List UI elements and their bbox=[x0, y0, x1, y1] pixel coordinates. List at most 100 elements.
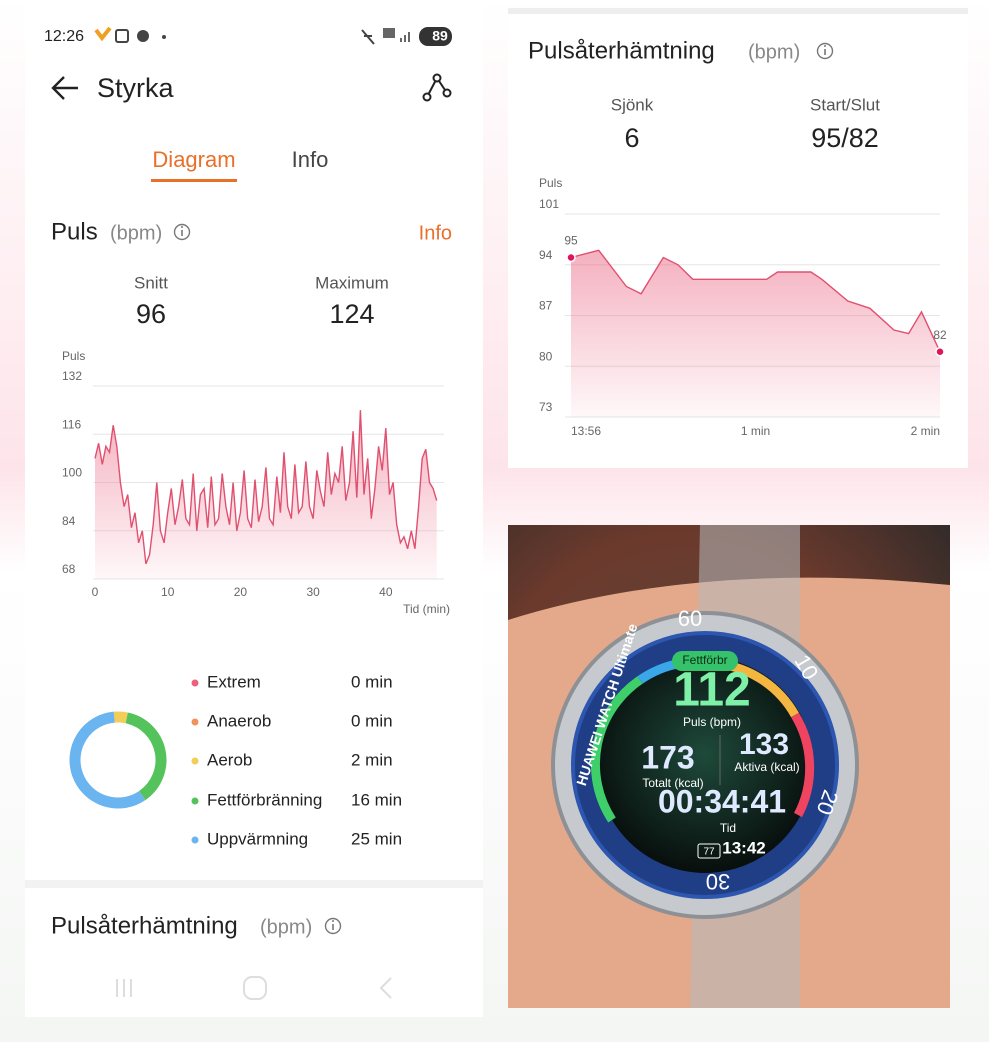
section-unit: (bpm) bbox=[260, 916, 312, 938]
section-title: Pulsåterhämtning bbox=[51, 912, 238, 939]
battery-icon bbox=[697, 843, 721, 859]
tab-indicator bbox=[151, 179, 237, 182]
donut-segment bbox=[69, 711, 146, 809]
legend-label: Aerob bbox=[207, 750, 252, 769]
x-axis-label: Tid (min) bbox=[403, 602, 450, 616]
x-tick-label: 2 min bbox=[911, 424, 940, 438]
area-fill bbox=[95, 410, 437, 579]
watch-text: Fettförbr bbox=[682, 653, 727, 667]
y-tick-label: 100 bbox=[62, 466, 82, 480]
stat-value: 124 bbox=[329, 299, 374, 329]
watch-text: 30 bbox=[706, 869, 730, 894]
point-label: 82 bbox=[933, 328, 947, 342]
status-time: 12:26 bbox=[44, 28, 84, 45]
legend-dot bbox=[191, 797, 199, 805]
heart-rate-line bbox=[94, 410, 438, 565]
area-fill bbox=[571, 250, 940, 417]
x-tick-label: 20 bbox=[234, 585, 248, 599]
section-title: Puls bbox=[51, 218, 98, 245]
legend-value: 0 min bbox=[351, 711, 393, 730]
legend-value: 0 min bbox=[351, 672, 393, 691]
info-link[interactable]: Info bbox=[419, 222, 452, 244]
legend-label: Uppvärmning bbox=[207, 829, 308, 848]
watch-text: Puls (bpm) bbox=[683, 715, 741, 729]
heart-rate-line bbox=[570, 249, 941, 353]
legend-value: 16 min bbox=[351, 790, 402, 809]
watch-text: 173 bbox=[641, 739, 694, 775]
tab[interactable]: Info bbox=[292, 147, 329, 172]
stat-value: 6 bbox=[624, 123, 639, 153]
donut-segment bbox=[113, 711, 128, 724]
endpoint bbox=[935, 347, 945, 357]
section-title: Pulsåterhämtning bbox=[528, 37, 715, 64]
y-tick-label: 116 bbox=[62, 417, 81, 431]
y-tick-label: 84 bbox=[62, 514, 76, 528]
nav-home[interactable] bbox=[243, 976, 267, 1000]
tab[interactable]: Diagram bbox=[152, 147, 235, 172]
info-icon[interactable] bbox=[173, 223, 191, 241]
status-icon bbox=[137, 30, 149, 42]
y-axis-label: Puls bbox=[62, 349, 85, 363]
status-dot bbox=[162, 35, 166, 39]
x-tick-label: 0 bbox=[92, 585, 99, 599]
route-button[interactable] bbox=[422, 73, 452, 102]
legend-dot bbox=[191, 836, 199, 844]
x-tick-label: 13:56 bbox=[571, 424, 601, 438]
x-tick-label: 10 bbox=[161, 585, 175, 599]
legend-dot bbox=[191, 679, 199, 687]
section-unit: (bpm) bbox=[748, 41, 800, 63]
x-tick-label: 1 min bbox=[741, 424, 770, 438]
section-divider bbox=[25, 880, 483, 888]
legend-dot bbox=[191, 718, 199, 726]
legend-label: Anaerob bbox=[207, 711, 271, 730]
mode-pill bbox=[672, 651, 738, 671]
y-tick-label: 73 bbox=[539, 400, 553, 414]
watch-text: Tid bbox=[720, 821, 736, 835]
nav-back[interactable] bbox=[379, 977, 392, 999]
watch-text: Totalt (kcal) bbox=[642, 776, 703, 790]
battery-level: 89 bbox=[432, 28, 448, 44]
endpoint bbox=[566, 252, 576, 263]
stat-label: Start/Slut bbox=[810, 95, 880, 114]
y-tick-label: 132 bbox=[62, 369, 82, 383]
status-icon bbox=[115, 29, 129, 43]
back-button[interactable] bbox=[51, 76, 78, 100]
legend-label: Fettförbränning bbox=[207, 790, 322, 809]
legend-value: 2 min bbox=[351, 750, 393, 769]
y-axis-label: Puls bbox=[539, 176, 562, 190]
stat-label: Sjönk bbox=[611, 95, 654, 114]
info-icon[interactable] bbox=[816, 42, 834, 60]
info-icon[interactable] bbox=[324, 917, 342, 935]
watch-text: 133 bbox=[739, 728, 789, 761]
y-tick-label: 68 bbox=[62, 562, 76, 576]
legend-value: 25 min bbox=[351, 829, 402, 848]
mute-icon bbox=[361, 29, 375, 45]
x-tick-label: 40 bbox=[379, 585, 393, 599]
battery-icon bbox=[419, 27, 452, 46]
stat-label: Snitt bbox=[134, 273, 168, 292]
signal-bars bbox=[400, 32, 410, 42]
y-tick-label: 87 bbox=[539, 299, 553, 313]
page-title: Styrka bbox=[97, 73, 175, 103]
y-tick-label: 80 bbox=[539, 349, 553, 363]
watch-text: 60 bbox=[678, 606, 702, 631]
y-tick-label: 101 bbox=[539, 197, 559, 211]
legend-label: Extrem bbox=[207, 672, 261, 691]
section-unit: (bpm) bbox=[110, 222, 162, 244]
stat-value: 95/82 bbox=[811, 123, 879, 153]
watch-text: 13:42 bbox=[722, 838, 765, 857]
nav-recent[interactable] bbox=[116, 979, 132, 997]
legend-dot bbox=[191, 757, 199, 765]
nav-bar bbox=[116, 976, 392, 1000]
zone-arc bbox=[590, 676, 643, 823]
watch-text: 00:34:41 bbox=[658, 783, 786, 819]
watch-text: 112 bbox=[673, 664, 750, 717]
watch-face bbox=[597, 657, 813, 873]
signal-icon bbox=[383, 28, 395, 38]
point-label: 95 bbox=[564, 234, 578, 248]
watch-text: Aktiva (kcal) bbox=[734, 760, 799, 774]
x-tick-label: 30 bbox=[306, 585, 320, 599]
